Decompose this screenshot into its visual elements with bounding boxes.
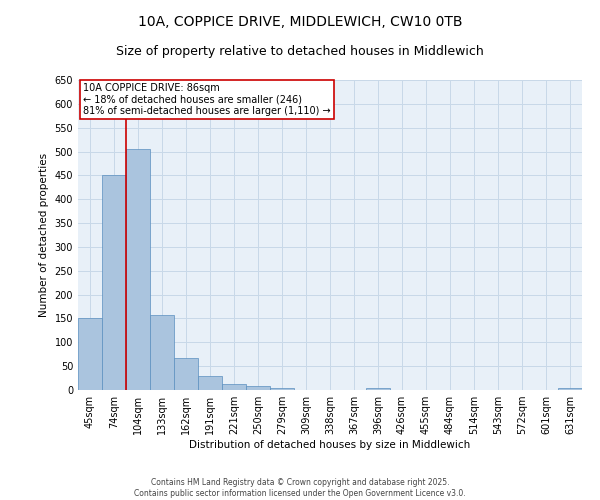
Bar [558, 388, 582, 390]
Bar [78, 318, 102, 390]
Bar [102, 176, 126, 390]
Text: Contains HM Land Registry data © Crown copyright and database right 2025.
Contai: Contains HM Land Registry data © Crown c… [134, 478, 466, 498]
X-axis label: Distribution of detached houses by size in Middlewich: Distribution of detached houses by size … [190, 440, 470, 450]
Bar [150, 314, 174, 390]
Bar [270, 388, 294, 390]
Bar [126, 149, 150, 390]
Bar [366, 388, 390, 390]
Text: Size of property relative to detached houses in Middlewich: Size of property relative to detached ho… [116, 45, 484, 58]
Bar [198, 376, 222, 390]
Text: 10A COPPICE DRIVE: 86sqm
← 18% of detached houses are smaller (246)
81% of semi-: 10A COPPICE DRIVE: 86sqm ← 18% of detach… [83, 83, 331, 116]
Text: 10A, COPPICE DRIVE, MIDDLEWICH, CW10 0TB: 10A, COPPICE DRIVE, MIDDLEWICH, CW10 0TB [138, 15, 462, 29]
Bar [222, 384, 246, 390]
Bar [246, 386, 270, 390]
Bar [174, 358, 198, 390]
Y-axis label: Number of detached properties: Number of detached properties [39, 153, 49, 317]
